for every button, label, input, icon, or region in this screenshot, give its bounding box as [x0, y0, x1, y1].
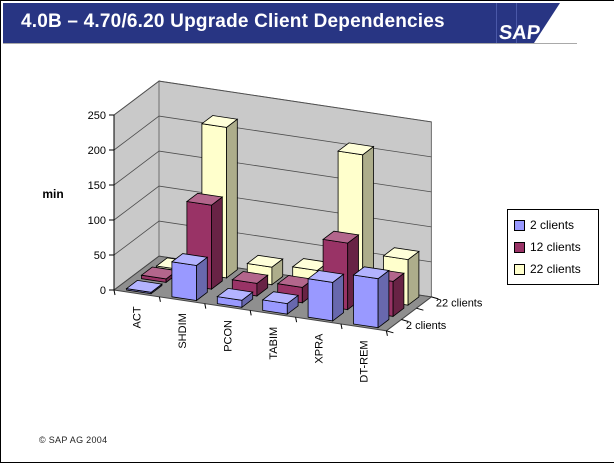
bar-side-SHDIM: [226, 118, 238, 279]
legend-item: 2 clients: [514, 218, 592, 232]
bar-top-SHDIM: [200, 115, 239, 128]
legend-item: 12 clients: [514, 240, 592, 254]
category-label: PCON: [223, 320, 235, 352]
left-wall: [113, 80, 160, 292]
y-axis-title: min: [42, 187, 63, 201]
bar-top-PCON: [216, 287, 254, 301]
legend-swatch: [514, 241, 525, 253]
bar-front-XPRA: [307, 278, 334, 322]
bar-top-XPRA: [307, 270, 345, 283]
category-label: ACT: [132, 306, 144, 328]
bar-side-DT-REM: [407, 250, 420, 306]
header-underline: [3, 43, 577, 44]
series-tick: [416, 307, 424, 311]
bar-top-SHDIM: [170, 253, 209, 266]
x-tick: [113, 289, 116, 296]
x-tick: [295, 317, 298, 323]
legend-label: 2 clients: [530, 218, 575, 232]
y-tick-label: 0: [100, 285, 106, 297]
x-tick: [340, 323, 343, 330]
x-tick: [249, 310, 252, 316]
x-tick: [158, 296, 161, 302]
header-separator-line: [496, 3, 497, 43]
series-tick: [431, 296, 439, 300]
bar-top-PCON: [246, 254, 284, 268]
bar-top-ACT: [125, 279, 163, 293]
slide-header: 4.0B – 4.70/6.20 Upgrade Client Dependen…: [3, 3, 560, 43]
chart-legend: 2 clients 12 clients 22 clients: [507, 209, 599, 285]
series-axis-label-back: 22 clients: [436, 298, 483, 310]
category-label: DT-REM: [359, 340, 371, 382]
series-axis-label-front: 2 clients: [406, 320, 447, 332]
page-title: 4.0B – 4.70/6.20 Upgrade Client Dependen…: [21, 11, 445, 32]
category-label: TABIM: [268, 327, 280, 360]
bar-top-DT-REM: [352, 266, 390, 280]
legend-label: 12 clients: [530, 240, 581, 254]
category-label: XPRA: [313, 333, 325, 364]
series-tick: [386, 330, 394, 334]
bar-front-DT-REM: [353, 274, 379, 329]
y-tick-label: 100: [88, 215, 106, 227]
legend-label: 22 clients: [530, 262, 581, 276]
copyright-text: © SAP AG 2004: [39, 435, 108, 445]
bar-front-SHDIM: [171, 261, 197, 301]
series-tick: [401, 319, 409, 322]
y-tick-label: 250: [88, 110, 106, 122]
bar-side-SHDIM: [211, 196, 223, 291]
bar-top-TABIM: [261, 291, 300, 305]
gridline: [113, 80, 432, 123]
y-tick-label: 200: [88, 145, 106, 157]
category-label: SHDIM: [177, 313, 189, 348]
legend-swatch: [514, 219, 525, 231]
bar-top-XPRA: [337, 142, 375, 156]
x-tick: [204, 303, 207, 309]
y-tick-label: 50: [94, 250, 106, 262]
bar-top-XPRA: [322, 230, 360, 244]
gridline: [113, 115, 432, 158]
bar-side-DT-REM: [377, 269, 390, 329]
bar-top-SHDIM: [185, 192, 224, 206]
bar-top-DT-REM: [382, 247, 420, 261]
legend-item: 22 clients: [514, 262, 592, 276]
y-tick-label: 150: [88, 180, 106, 192]
x-tick: [385, 330, 388, 336]
header-separator-line: [516, 3, 517, 43]
legend-swatch: [514, 263, 525, 275]
bar-top-PCON: [231, 271, 269, 284]
